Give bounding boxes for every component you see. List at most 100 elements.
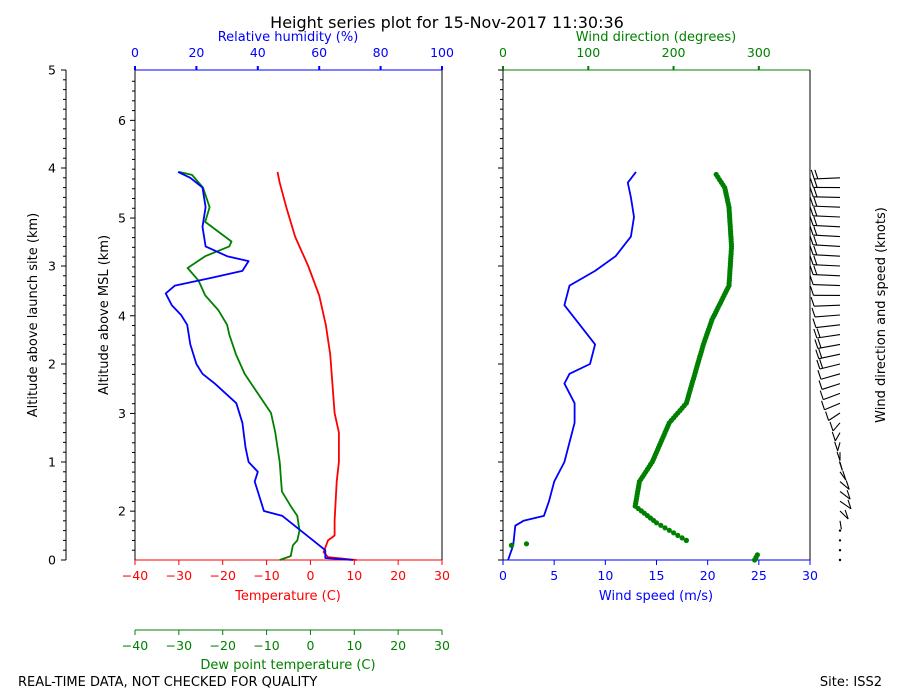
wind-barb-feather: [809, 245, 814, 255]
footer-site: Site: ISS2: [820, 675, 882, 690]
wind-barb-feather: [811, 307, 816, 318]
wind-barb-feather: [809, 206, 814, 216]
wind-barb-feather: [845, 480, 850, 490]
humidity-tick-label: 100: [430, 45, 454, 60]
alt-msl-tick-label: 2: [118, 504, 126, 519]
temperature-tick-label: 10: [346, 568, 362, 583]
wind-panel-frame: [502, 69, 811, 561]
wind-barb-feather: [836, 451, 841, 461]
wind-barb-feather: [817, 370, 822, 380]
wind-direction-point: [508, 542, 515, 548]
wind-barb-feather: [813, 187, 818, 198]
temperature-tick-label: 30: [434, 568, 450, 583]
wind-barb-feather: [809, 235, 814, 245]
humidity-tick-label: 20: [188, 45, 204, 60]
alt-msl-tick-label: 4: [118, 308, 126, 323]
wind-barb-feather: [815, 349, 820, 359]
wind-barb-feather: [813, 216, 818, 226]
wind-barb-staff: [839, 510, 849, 520]
dewpoint-axis-label: Dew point temperature (C): [200, 658, 375, 673]
wind-barb-feather: [810, 296, 815, 307]
wind-barb-staff: [813, 215, 841, 218]
wind-barb-feather: [809, 216, 814, 226]
wind-barb-staff: [813, 274, 841, 277]
wind-barb-staff: [814, 314, 841, 318]
wind-barb-feather: [844, 509, 849, 520]
wind-direction-point: [683, 537, 689, 544]
wind-barb-staff: [813, 196, 841, 198]
alt-msl-tick-label: 5: [118, 211, 126, 226]
temperature-tick-label: −40: [122, 568, 148, 583]
wind-barb-feather: [818, 348, 823, 359]
wind-barb-staff: [824, 402, 841, 411]
humidity-line: [164, 171, 354, 561]
wind-direction-point: [523, 541, 530, 547]
wind-barb-calm: [838, 539, 842, 542]
wind-barb-feather: [813, 206, 818, 217]
wind-barb-feather: [813, 245, 818, 256]
wind-barb-feather: [809, 187, 814, 197]
wind-barb-feather: [813, 265, 818, 275]
humidity-axis-label: Relative humidity (%): [218, 30, 359, 45]
wind-barb-staff: [820, 373, 841, 380]
alt-launch-tick-label: 0: [48, 553, 56, 568]
wind-barb-feather: [809, 178, 814, 188]
wind-speed-tick-label: 5: [550, 568, 558, 583]
wind-barb-staff: [812, 244, 841, 247]
wind-barb-feather: [809, 286, 814, 296]
wind-barb-calm: [838, 529, 842, 532]
wind-barb-staff: [816, 334, 841, 339]
temperature-tick-label: −20: [210, 568, 236, 583]
wind-barb-staff: [837, 442, 841, 452]
wind-direction-axis-label: Wind direction (degrees): [576, 30, 736, 45]
wind-barb-staff: [814, 304, 841, 307]
humidity-tick-label: 0: [131, 45, 139, 60]
alt-launch-tick-label: 4: [48, 161, 56, 176]
wind-speed-tick-label: 15: [649, 568, 665, 583]
wind-direction-point: [679, 535, 685, 541]
temperature-tick-label: −30: [166, 568, 192, 583]
wind-barb-feather: [834, 441, 839, 452]
temperature-axis-label: Temperature (C): [234, 589, 341, 604]
wind-barb-staff: [834, 432, 841, 442]
wind-direction-point: [675, 532, 681, 539]
alt-launch-tick-label: 2: [48, 357, 56, 372]
wind-barb-feather: [813, 226, 818, 236]
wind-barb-staff: [813, 205, 841, 208]
wind-speed-tick-label: 30: [802, 568, 818, 583]
wind-barb-staff: [839, 520, 842, 530]
wind-barb-staff: [823, 392, 841, 401]
wind-barb-staff: [813, 264, 841, 267]
wind-direction-point: [662, 525, 668, 531]
wind-barb-feather: [829, 421, 834, 432]
humidity-tick-label: 80: [373, 45, 389, 60]
alt-launch-axis-label: Altitude above launch site (km): [26, 213, 41, 417]
wind-direction-point: [666, 527, 672, 533]
dewpoint-tick-label: −30: [166, 638, 192, 653]
dewpoint-tick-label: −40: [122, 638, 148, 653]
wind-barb-staff: [813, 234, 841, 238]
wind-barb-feather: [817, 338, 822, 349]
dewpoint-tick-label: −20: [210, 638, 236, 653]
wind-barb-feather: [819, 359, 824, 369]
wind-direction-point: [658, 522, 664, 528]
wind-barb-feather: [847, 499, 852, 509]
wind-barb-feather: [846, 489, 851, 500]
alt-msl-axis-label: Altitude above MSL (km): [97, 235, 112, 395]
wind-speed-tick-label: 0: [499, 568, 507, 583]
wind-barb-feather: [809, 265, 814, 275]
wind-barb-staff: [839, 490, 851, 500]
alt-msl-tick-label: 3: [118, 406, 126, 421]
wind-barb-feather: [816, 359, 821, 370]
wind-speed-axis-label: Wind speed (m/s): [599, 589, 713, 604]
wind-barb-feather: [813, 328, 818, 339]
dewpoint-tick-label: 10: [346, 638, 362, 653]
footer-quality-note: REAL-TIME DATA, NOT CHECKED FOR QUALITY: [18, 675, 317, 690]
wind-barb-feather: [825, 411, 830, 421]
wind-barb-calm: [838, 549, 842, 552]
thermo-panel-frame: [134, 69, 443, 561]
wind-direction-point: [713, 171, 719, 178]
wind-barb-feather: [809, 225, 814, 236]
wind-barb-feather: [809, 196, 814, 207]
